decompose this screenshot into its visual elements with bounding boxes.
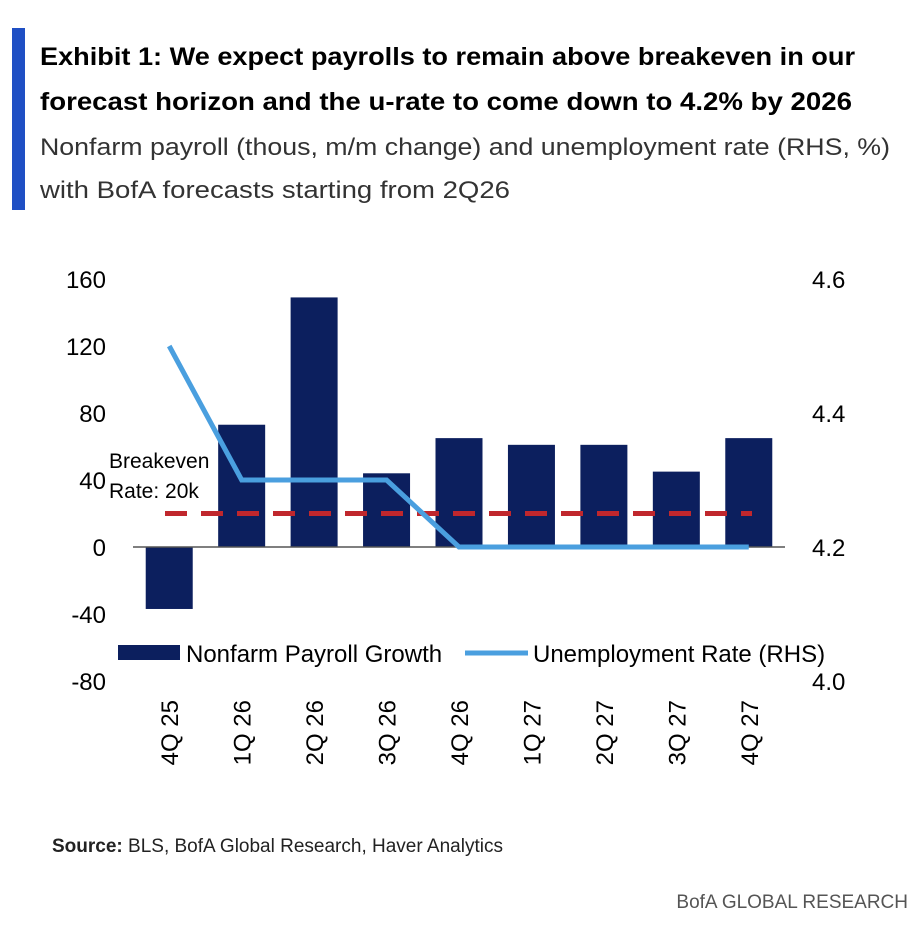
bar (507, 444, 555, 547)
y2-tick-label: 4.6 (812, 267, 845, 294)
legend-swatch (118, 645, 180, 660)
y-tick-label: -80 (71, 669, 106, 696)
x-tick-label: 4Q 26 (447, 700, 474, 765)
source-label: Source: (52, 836, 123, 857)
bar (725, 438, 773, 547)
bar (363, 473, 411, 547)
y-tick-label: 120 (66, 334, 106, 361)
legend-label: Nonfarm Payroll Growth (186, 641, 442, 668)
chart-subtitle: with BofA forecasts starting from 2Q26 (39, 177, 510, 204)
x-tick-label: 4Q 27 (737, 700, 764, 765)
bar (290, 297, 338, 547)
bar (652, 471, 700, 547)
x-tick-label: 1Q 27 (519, 700, 546, 765)
bar (218, 424, 266, 547)
chart-title: forecast horizon and the u-rate to come … (40, 88, 852, 116)
bar (145, 547, 193, 609)
y-tick-label: 40 (79, 468, 106, 495)
chart-title: Exhibit 1: We expect payrolls to remain … (40, 43, 855, 71)
y-tick-label: 80 (79, 401, 106, 428)
source: Source: BLS, BofA Global Research, Haver… (52, 836, 503, 857)
x-tick-label: 3Q 27 (664, 700, 691, 765)
bar (580, 444, 628, 547)
title-accent (12, 28, 25, 210)
y-tick-label: 160 (66, 267, 106, 294)
source-text: BLS, BofA Global Research, Haver Analyti… (128, 836, 503, 857)
x-tick-label: 2Q 26 (302, 700, 329, 765)
line (167, 344, 749, 550)
x-tick-label: 3Q 26 (375, 700, 402, 765)
y2-tick-label: 4.4 (812, 401, 845, 428)
x-tick-label: 4Q 25 (157, 700, 184, 765)
chart-subtitle: Nonfarm payroll (thous, m/m change) and … (40, 134, 890, 161)
y-tick-label: -40 (71, 602, 106, 629)
annotation: Breakeven (109, 450, 209, 473)
y2-tick-label: 4.0 (812, 669, 845, 696)
x-tick-label: 2Q 27 (592, 700, 619, 765)
footer: BofA GLOBAL RESEARCH (676, 892, 908, 913)
annotation: Rate: 20k (109, 480, 199, 503)
legend-label: Unemployment Rate (RHS) (533, 641, 825, 668)
x-tick-label: 1Q 26 (230, 700, 257, 765)
y-tick-label: 0 (93, 535, 106, 562)
bar (435, 438, 483, 547)
y2-tick-label: 4.2 (812, 535, 845, 562)
